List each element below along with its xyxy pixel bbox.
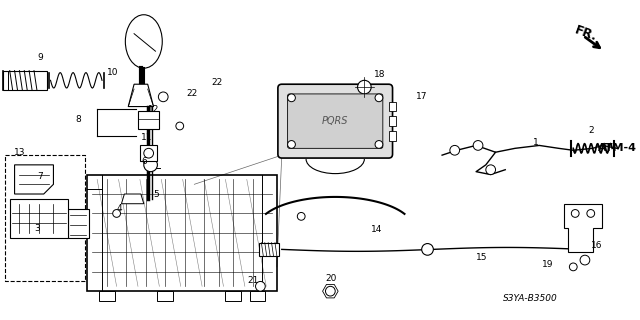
Circle shape (287, 94, 296, 102)
Ellipse shape (125, 15, 163, 68)
Text: 16: 16 (591, 241, 602, 250)
Bar (68, 209, 90, 238)
Text: 5: 5 (154, 190, 159, 199)
Bar (10, 199, 68, 238)
Text: 7: 7 (37, 172, 43, 181)
Bar (259, 243, 279, 256)
Circle shape (580, 255, 590, 265)
Polygon shape (128, 84, 154, 107)
Circle shape (144, 148, 154, 158)
Text: FR.: FR. (573, 24, 600, 44)
Circle shape (144, 158, 157, 172)
Circle shape (158, 92, 168, 102)
Bar (157, 291, 173, 301)
Circle shape (287, 140, 296, 148)
Text: 2: 2 (589, 126, 595, 135)
Text: 3: 3 (34, 223, 40, 233)
Bar (388, 116, 396, 126)
Text: 15: 15 (476, 253, 488, 262)
Bar (88, 175, 277, 291)
Text: 17: 17 (416, 92, 428, 101)
Text: 12: 12 (148, 105, 159, 114)
FancyBboxPatch shape (287, 94, 383, 148)
Bar (138, 111, 159, 129)
Text: 20: 20 (326, 274, 337, 283)
Text: ATM-4: ATM-4 (598, 143, 637, 153)
Text: 11: 11 (141, 133, 152, 142)
Bar (3, 71, 47, 90)
Bar (388, 102, 396, 111)
Circle shape (375, 140, 383, 148)
FancyBboxPatch shape (278, 84, 392, 158)
Bar (388, 131, 396, 140)
Text: 6: 6 (141, 157, 147, 166)
Polygon shape (564, 204, 602, 252)
Circle shape (176, 122, 184, 130)
Circle shape (587, 210, 595, 217)
Circle shape (113, 210, 120, 217)
Circle shape (450, 145, 460, 155)
Circle shape (473, 140, 483, 150)
Circle shape (358, 80, 371, 94)
Circle shape (572, 210, 579, 217)
Bar (5, 155, 84, 282)
Polygon shape (122, 194, 144, 204)
Bar (225, 291, 241, 301)
Text: 14: 14 (371, 226, 383, 235)
Bar (99, 291, 115, 301)
Circle shape (375, 94, 383, 102)
Text: PQRS: PQRS (322, 116, 348, 126)
Text: 8: 8 (76, 115, 81, 124)
Bar (140, 145, 157, 161)
Circle shape (422, 244, 433, 255)
Circle shape (326, 286, 335, 296)
Text: 22: 22 (212, 78, 223, 87)
Circle shape (570, 263, 577, 271)
Text: 13: 13 (13, 148, 25, 157)
Circle shape (298, 212, 305, 220)
Text: S3YA-B3500: S3YA-B3500 (503, 294, 558, 303)
Text: 21: 21 (248, 276, 259, 285)
Text: 10: 10 (107, 68, 118, 77)
Text: 4: 4 (116, 204, 122, 213)
Polygon shape (15, 165, 54, 194)
Text: 19: 19 (542, 260, 554, 269)
Text: 18: 18 (374, 70, 385, 79)
Text: 22: 22 (186, 89, 198, 99)
Circle shape (255, 282, 265, 291)
Bar (250, 291, 265, 301)
Text: 1: 1 (532, 138, 538, 147)
Text: 9: 9 (37, 53, 43, 62)
Circle shape (486, 165, 495, 175)
